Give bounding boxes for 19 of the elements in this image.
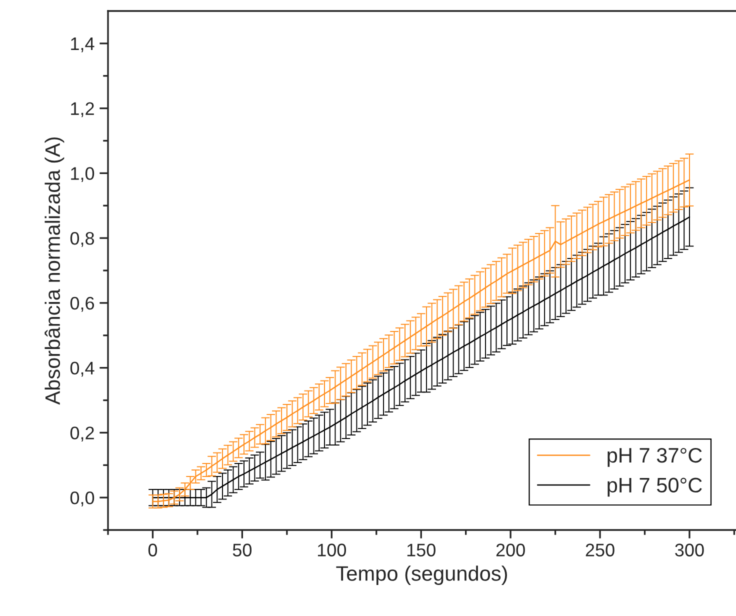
y-tick-label: 0,8 bbox=[70, 232, 94, 247]
x-tick-label: 100 bbox=[318, 544, 346, 556]
y-tick-label: 1,4 bbox=[71, 38, 94, 52]
y-tick-label: 0,2 bbox=[70, 426, 94, 442]
y-tick-label: 0,0 bbox=[70, 491, 94, 506]
legend-label: pH 7 50°C bbox=[608, 478, 702, 497]
x-tick-label: 150 bbox=[407, 544, 436, 556]
x-tick-label: 50 bbox=[232, 544, 252, 556]
y-tick-label: 0,6 bbox=[70, 296, 94, 312]
x-tick-label: 0 bbox=[148, 544, 158, 556]
legend-label: pH 7 37°C bbox=[608, 448, 702, 467]
y-tick-label: 1,0 bbox=[71, 167, 94, 182]
x-tick-label: 300 bbox=[675, 544, 704, 556]
x-axis-title: Tempo (segundos) bbox=[336, 566, 507, 585]
x-tick-label: 250 bbox=[586, 544, 614, 556]
y-axis-title: Absorbância normalizada (A) bbox=[44, 137, 64, 405]
y-tick-label: 1,2 bbox=[71, 102, 94, 118]
x-tick-label: 200 bbox=[496, 544, 525, 556]
y-tick-label: 0,4 bbox=[70, 362, 94, 377]
